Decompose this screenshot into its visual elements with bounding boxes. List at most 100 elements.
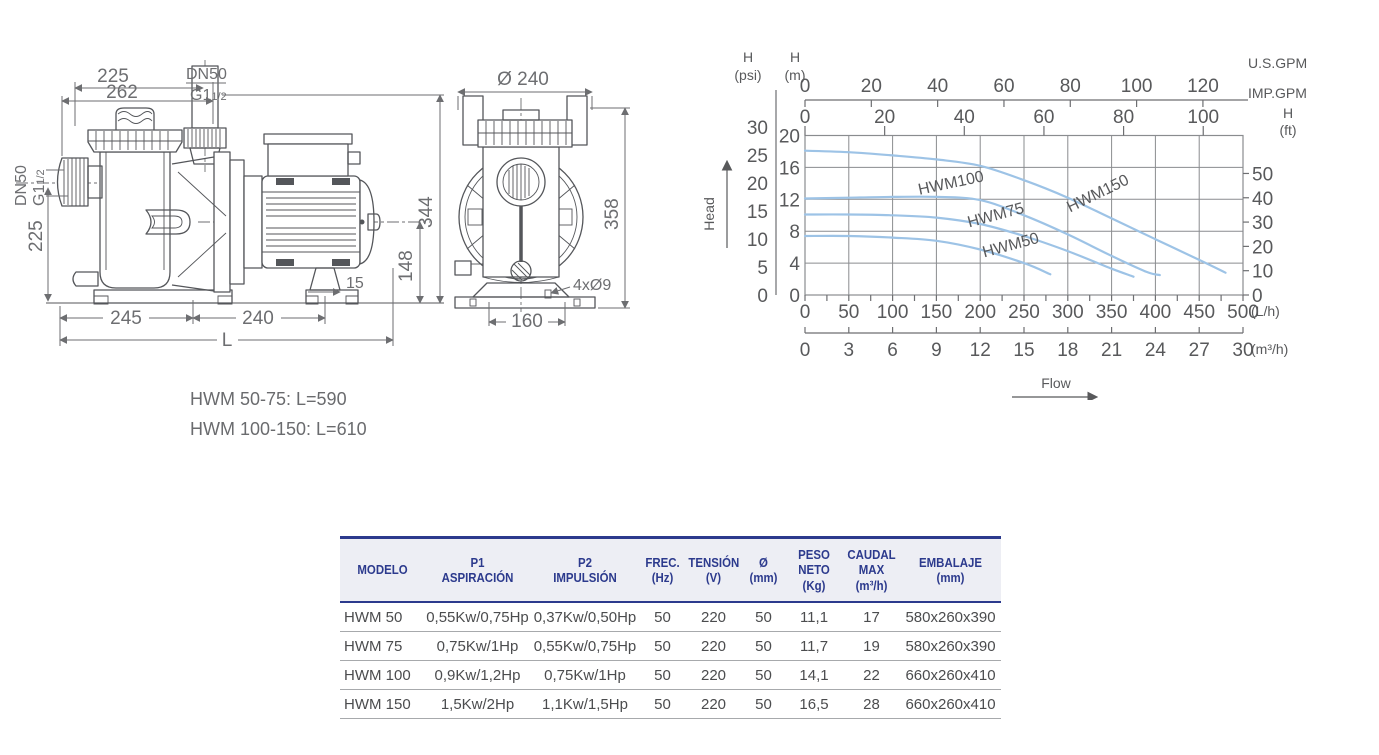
tick-label: 20 [779, 127, 800, 148]
spec-table-header-row: MODELO P1 ASPIRACIÓN P2 IMPULSIÓN FREC. (Hz) TE… [340, 536, 1001, 603]
tick-label: 15 [1013, 340, 1034, 361]
table-cell: HWM 50 [340, 602, 425, 632]
axis-label-ft-h: H [1283, 105, 1293, 121]
tick-label: 0 [789, 286, 800, 307]
tick-label: 50 [838, 302, 859, 323]
tick-label: 400 [1140, 302, 1172, 323]
table-row: HWM 150 1,5Kw/2Hp 1,1Kw/1,5Hp 50 220 50 16,5 28… [340, 689, 1001, 719]
table-cell: 0,75Kw/1Hp [425, 631, 530, 661]
table-cell: 19 [843, 631, 900, 661]
dim-label-358: 358 [602, 198, 623, 230]
tick-label: 15 [747, 202, 768, 223]
front-view-dimensions: Ø 240 358 4xØ9 160 [457, 69, 630, 332]
table-cell: HWM 150 [340, 689, 425, 719]
table-cell: 22 [843, 660, 900, 690]
table-cell: 50 [640, 631, 685, 661]
column-header: MODELO [340, 536, 425, 603]
column-header: Ø (mm) [742, 536, 785, 603]
tick-label: 450 [1183, 302, 1215, 323]
thread-label-top: G11/2 [190, 87, 227, 104]
table-cell: 0,75Kw/1Hp [530, 660, 640, 690]
table-cell: 220 [685, 602, 742, 632]
column-header: P2 IMPULSIÓN [530, 536, 640, 603]
column-header: FREC. (Hz) [640, 536, 685, 603]
tick-label: 40 [954, 107, 975, 128]
table-cell: 1,5Kw/2Hp [425, 689, 530, 719]
tick-label: 80 [1060, 76, 1081, 97]
dim-label-160: 160 [511, 311, 543, 332]
tick-label: 9 [931, 340, 942, 361]
tick-label: 0 [1252, 286, 1263, 307]
axis-label-impgpm: IMP.GPM [1248, 85, 1307, 101]
tick-label: 25 [747, 146, 768, 167]
tick-label: 30 [1232, 340, 1253, 361]
table-cell: 220 [685, 689, 742, 719]
tick-label: 0 [800, 76, 811, 97]
tick-label: 40 [1252, 189, 1273, 210]
tick-label: 10 [747, 230, 768, 251]
table-cell: 580x260x390 [900, 602, 1001, 632]
curve-hwm50 [803, 234, 1052, 276]
technical-drawings: 225 262 DN50 G11/2 DN50 G11/2 225 344 14… [13, 60, 630, 439]
spec-table-body: HWM 50 0,55Kw/0,75Hp 0,37Kw/0,50Hp 50 220 50 1… [340, 602, 1001, 719]
table-row: HWM 75 0,75Kw/1Hp 0,55Kw/0,75Hp 50 220 50 11,7… [340, 631, 1001, 661]
tick-label: 10 [1252, 262, 1273, 283]
tick-label: 20 [874, 107, 895, 128]
tick-label: 5 [757, 258, 768, 279]
curve-hwm150 [803, 149, 1227, 274]
curve-label-hwm150: HWM150 [1064, 172, 1131, 217]
table-cell: HWM 100 [340, 660, 425, 690]
tick-label: 100 [1187, 107, 1219, 128]
table-cell: 11,7 [785, 631, 843, 661]
table-cell: 50 [742, 631, 785, 661]
table-cell: 11,1 [785, 602, 843, 632]
column-header: P1 ASPIRACIÓN [425, 536, 530, 603]
tick-label: 30 [747, 118, 768, 139]
axis-label-usgpm: U.S.GPM [1248, 55, 1307, 71]
table-row: HWM 50 0,55Kw/0,75Hp 0,37Kw/0,50Hp 50 220 50 1… [340, 602, 1001, 632]
tick-label: 18 [1057, 340, 1078, 361]
tick-label: 50 [1252, 164, 1273, 185]
tick-label: 4 [789, 254, 800, 275]
dim-label-148: 148 [396, 250, 417, 282]
tick-label: 12 [779, 190, 800, 211]
pump-side-view-drawing [16, 60, 444, 305]
table-cell: 50 [640, 660, 685, 690]
tick-label: 250 [1008, 302, 1040, 323]
tick-label: 0 [800, 302, 811, 323]
tick-label: 100 [1121, 76, 1153, 97]
table-cell: HWM 75 [340, 631, 425, 661]
table-cell: 0,55Kw/0,75Hp [530, 631, 640, 661]
table-cell: 50 [640, 602, 685, 632]
curve-hwm100 [803, 195, 1161, 277]
tick-label: 300 [1052, 302, 1084, 323]
flow-axis-label: Flow [1041, 375, 1071, 391]
tick-label: 8 [789, 222, 800, 243]
column-header: CAUDAL MAX (m³/h) [843, 536, 900, 603]
tick-label: 80 [1113, 107, 1134, 128]
table-cell: 14,1 [785, 660, 843, 690]
tick-label: 20 [747, 174, 768, 195]
table-cell: 0,9Kw/1,2Hp [425, 660, 530, 690]
tick-label: 200 [964, 302, 996, 323]
side-view-dimensions: 225 262 DN50 G11/2 DN50 G11/2 225 344 14… [13, 66, 444, 351]
table-cell: 50 [742, 602, 785, 632]
dim-label-diameter-240: Ø 240 [497, 69, 549, 90]
table-cell: 50 [742, 660, 785, 690]
tick-label: 0 [800, 107, 811, 128]
column-header: EMBALAJE (mm) [900, 536, 1001, 603]
chart-axes [775, 90, 1249, 334]
dim-label-L: L [222, 330, 233, 351]
tick-label: 60 [993, 76, 1014, 97]
dim-label-225-left: 225 [26, 220, 47, 252]
axis-label-m-unit: (m) [785, 67, 806, 83]
curve-hwm75 [803, 213, 1135, 278]
axis-label-ft-unit: (ft) [1279, 122, 1296, 138]
table-cell: 580x260x390 [900, 631, 1001, 661]
axis-label-m3h: (m³/h) [1251, 341, 1288, 357]
tick-label: 16 [779, 158, 800, 179]
tick-label: 24 [1145, 340, 1167, 361]
tick-label: 500 [1227, 302, 1259, 323]
